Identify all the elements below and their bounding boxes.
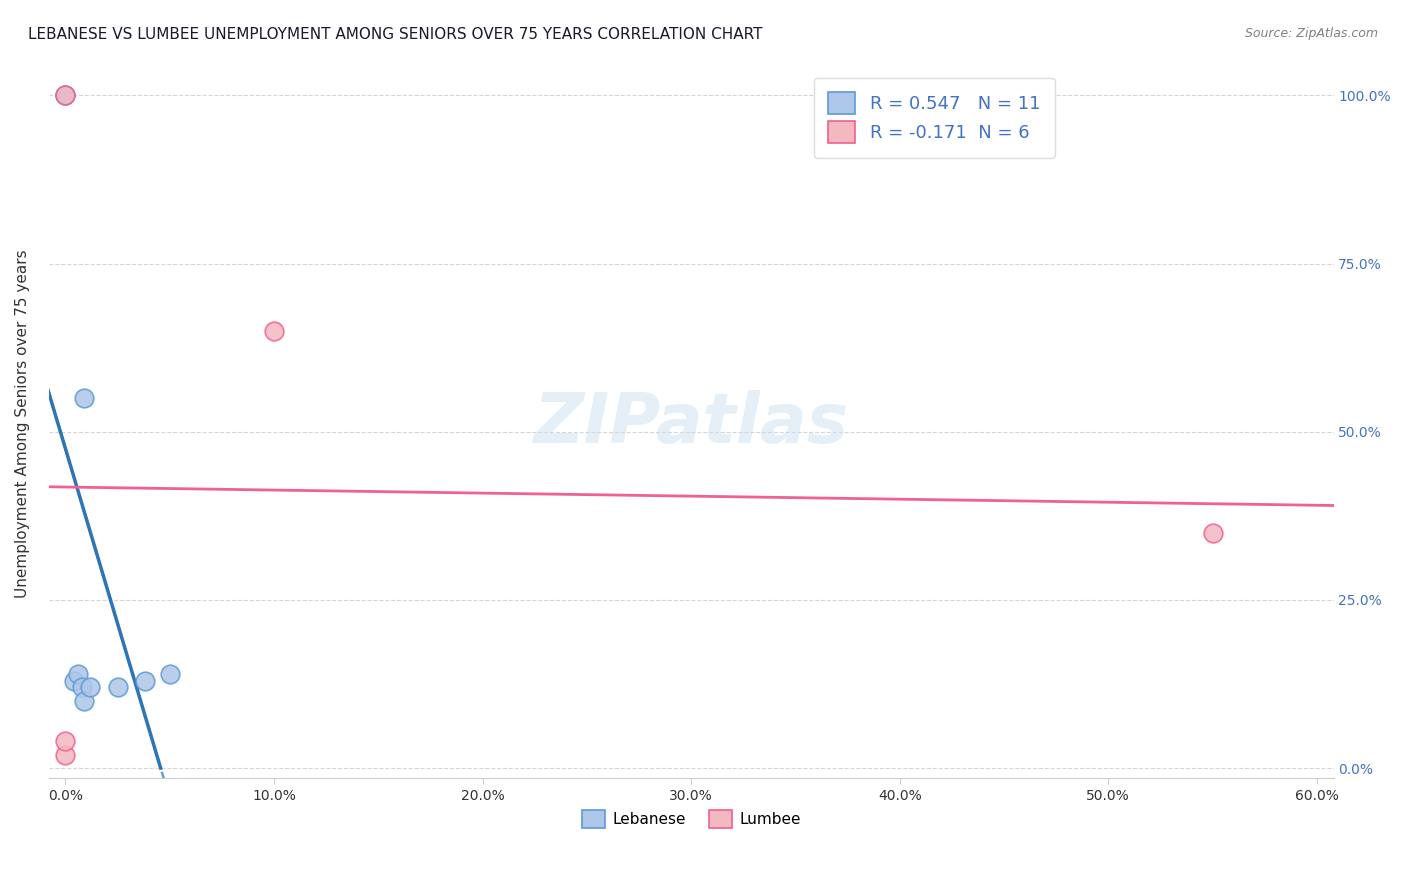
Point: [70, 681, 93, 695]
Point: [55, 88, 77, 103]
Point: [55, 747, 77, 762]
Text: LEBANESE VS LUMBEE UNEMPLOYMENT AMONG SENIORS OVER 75 YEARS CORRELATION CHART: LEBANESE VS LUMBEE UNEMPLOYMENT AMONG SE…: [28, 27, 762, 42]
Point: [263, 324, 285, 338]
Point: [107, 681, 129, 695]
Point: [62, 673, 84, 688]
Point: [55, 88, 77, 103]
Y-axis label: Unemployment Among Seniors over 75 years: Unemployment Among Seniors over 75 years: [15, 249, 30, 598]
Point: [73, 391, 96, 405]
Point: [79, 681, 101, 695]
Point: [1201, 525, 1223, 540]
Point: [55, 734, 77, 748]
Text: ZIPatlas: ZIPatlas: [534, 390, 849, 457]
Legend: Lebanese, Lumbee: Lebanese, Lumbee: [575, 804, 807, 834]
Point: [66, 667, 89, 681]
Point: [55, 88, 77, 103]
Text: Source: ZipAtlas.com: Source: ZipAtlas.com: [1244, 27, 1378, 40]
Point: [159, 667, 181, 681]
Point: [73, 694, 96, 708]
Point: [134, 673, 156, 688]
